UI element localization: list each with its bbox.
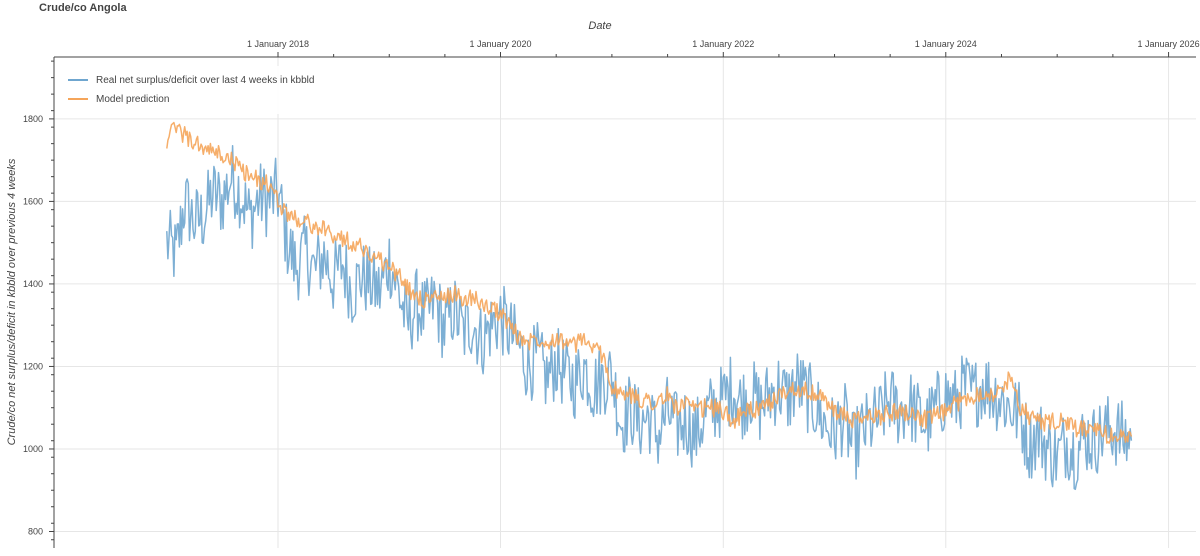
x-tick-label: 1 January 2022 (692, 39, 754, 49)
legend-label-model: Model prediction (96, 93, 170, 105)
legend: Real net surplus/deficit over last 4 wee… (62, 66, 326, 114)
y-tick-label: 1400 (23, 279, 43, 289)
x-tick-label: 1 January 2026 (1138, 39, 1200, 49)
chart-title: Crude/co Angola (39, 2, 127, 14)
legend-item-model[interactable]: Model prediction (68, 91, 169, 107)
x-tick-label: 1 January 2018 (247, 39, 309, 49)
y-tick-label: 1000 (23, 444, 43, 454)
y-tick-label: 1200 (23, 361, 43, 371)
x-tick-label: 1 January 2020 (469, 39, 531, 49)
y-tick-label: 1800 (23, 114, 43, 124)
series-line-real (166, 144, 1133, 491)
legend-item-real[interactable]: Real net surplus/deficit over last 4 wee… (68, 72, 314, 88)
x-axis-title: Date (588, 20, 612, 32)
y-tick-label: 1600 (23, 196, 43, 206)
y-tick-label: 800 (28, 526, 43, 536)
y-axis-ticks: 800 1000 1200 1400 1600 1800 (23, 60, 54, 541)
series-lines (166, 121, 1133, 491)
legend-swatch-real (68, 79, 88, 81)
x-tick-label: 1 January 2024 (915, 39, 977, 49)
x-axis-ticks: 1 January 2018 1 January 2020 1 January 20… (247, 39, 1200, 57)
legend-label-real: Real net surplus/deficit over last 4 wee… (96, 74, 315, 86)
series-line-model (166, 121, 1133, 444)
legend-swatch-model (68, 98, 88, 100)
axes (53, 56, 1196, 548)
gridlines (54, 57, 1196, 548)
